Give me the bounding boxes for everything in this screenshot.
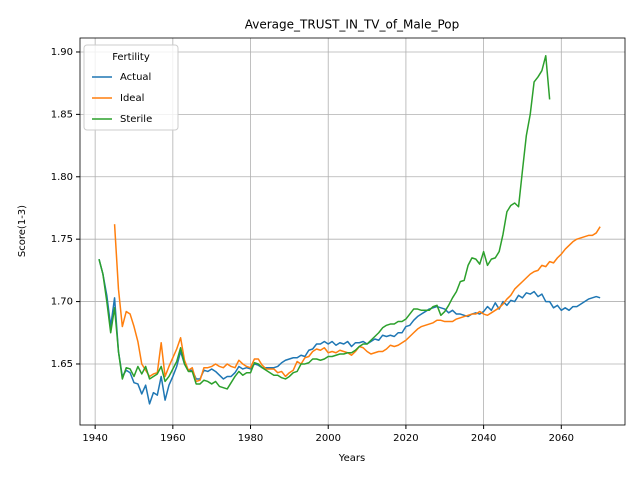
y-axis-label: Score(1-3)	[17, 205, 28, 257]
legend-title: Fertility	[112, 52, 150, 63]
y-tick-label: 1.75	[51, 234, 73, 245]
x-tick-label: 1980	[238, 433, 263, 444]
x-tick-label: 2040	[471, 433, 496, 444]
chart-title: Average_TRUST_IN_TV_of_Male_Pop	[245, 18, 460, 32]
x-tick-label: 1940	[82, 433, 107, 444]
plot-frame	[79, 37, 626, 426]
x-tick-label: 1960	[160, 433, 185, 444]
x-axis-label: Years	[338, 453, 365, 464]
legend-label: Actual	[120, 72, 151, 83]
legend: Fertility Actual Ideal Sterile	[83, 44, 179, 131]
x-tick-label: 2020	[393, 433, 418, 444]
legend-label: Ideal	[120, 93, 144, 104]
x-tick-label: 2000	[315, 433, 340, 444]
y-tick-label: 1.85	[51, 109, 73, 120]
y-tick-label: 1.90	[51, 47, 73, 58]
y-tick-label: 1.80	[51, 172, 73, 183]
data-line	[98, 54, 551, 390]
legend-label: Sterile	[120, 114, 152, 125]
y-tick-label: 1.70	[51, 297, 73, 308]
y-tick-label: 1.65	[51, 359, 73, 370]
x-tick-label: 2060	[549, 433, 574, 444]
legend-box	[83, 44, 179, 131]
